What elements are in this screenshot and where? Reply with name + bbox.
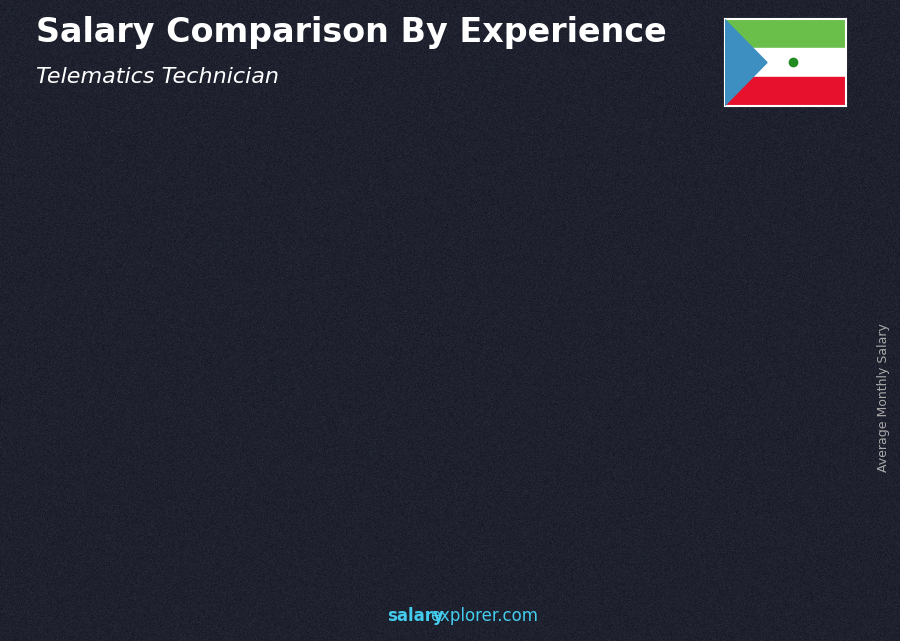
Text: +nan%: +nan% [378,319,465,338]
Text: salary: salary [387,607,444,625]
FancyBboxPatch shape [79,499,146,577]
FancyBboxPatch shape [718,262,785,577]
Text: Telematics Technician: Telematics Technician [36,67,279,87]
Polygon shape [146,499,158,577]
Text: 0 XAF: 0 XAF [174,421,228,439]
Bar [724,77,846,106]
Polygon shape [207,452,286,456]
FancyBboxPatch shape [463,356,529,577]
Text: 0 XAF: 0 XAF [429,322,483,340]
Bar [724,19,846,48]
Polygon shape [463,353,542,356]
Text: 0 XAF: 0 XAF [424,413,478,431]
Text: 0 XAF: 0 XAF [557,278,611,296]
Bar [724,48,846,77]
Polygon shape [529,356,542,577]
Text: 0 XAF: 0 XAF [47,468,102,486]
FancyBboxPatch shape [590,312,657,577]
Polygon shape [79,496,158,499]
FancyBboxPatch shape [335,406,401,577]
Text: +nan%: +nan% [506,273,593,293]
Text: 0 XAF: 0 XAF [680,347,734,365]
Polygon shape [274,456,286,577]
Text: +nan%: +nan% [634,225,721,245]
Polygon shape [590,309,670,312]
Polygon shape [401,406,414,577]
Text: 0 XAF: 0 XAF [552,383,606,401]
Text: 0 XAF: 0 XAF [168,483,223,501]
Text: 0 XAF: 0 XAF [296,448,351,466]
Text: 0 XAF: 0 XAF [302,371,356,389]
Text: +nan%: +nan% [122,417,211,437]
Text: 0 XAF: 0 XAF [40,514,95,532]
Polygon shape [335,403,414,406]
Polygon shape [724,19,767,106]
Text: Salary Comparison By Experience: Salary Comparison By Experience [36,16,667,49]
Text: explorer.com: explorer.com [430,607,538,625]
Polygon shape [785,262,797,577]
Text: 0 XAF: 0 XAF [685,228,739,246]
Text: Average Monthly Salary: Average Monthly Salary [878,323,890,472]
FancyBboxPatch shape [207,456,274,577]
Polygon shape [718,259,797,262]
Polygon shape [657,312,670,577]
Text: +nan%: +nan% [250,368,338,388]
